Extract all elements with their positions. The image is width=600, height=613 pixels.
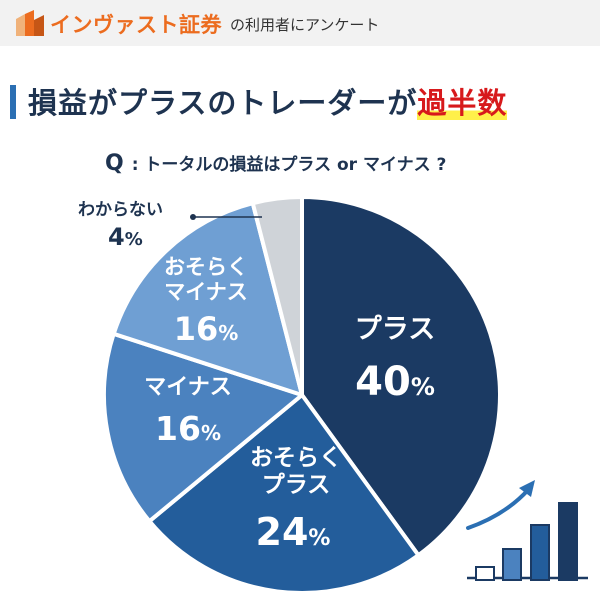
- slice-value-minus: 16%: [155, 409, 221, 448]
- pie-slice-3: [111, 201, 304, 397]
- slice-name-probably-minus-line1: おそらく: [164, 255, 248, 279]
- slice-name-probably-minus-line2: マイナス: [164, 280, 248, 304]
- pie-slices: [102, 195, 502, 595]
- slice-name-probably-plus-line1: おそらく: [250, 445, 342, 471]
- growth-bar-2: [530, 524, 550, 581]
- slice-label-probably-plus: おそらく プラス 24%: [250, 445, 342, 554]
- growth-bar-1: [502, 548, 522, 581]
- slice-label-plus: プラス 40%: [355, 314, 435, 405]
- growth-bar-3: [558, 502, 578, 581]
- brand-name: インヴァスト証券: [50, 13, 222, 37]
- pie-slice-0: [300, 195, 502, 558]
- page-title-highlight: 過半数: [417, 86, 508, 120]
- invast-logo-icon: [16, 10, 44, 36]
- growth-arrowhead-icon: [519, 480, 535, 497]
- slice-value-probably-plus: 24%: [256, 510, 331, 554]
- slice-value-probably-minus: 16%: [174, 310, 239, 348]
- page-title-text: 損益がプラスのトレーダーが: [28, 86, 418, 120]
- header-subtitle: の利用者にアンケート: [230, 16, 380, 34]
- slice-label-minus: マイナス 16%: [144, 375, 232, 448]
- growth-arrow-icon: [466, 488, 530, 530]
- pie-slice-1: [147, 393, 421, 595]
- slice-name-minus: マイナス: [144, 375, 232, 400]
- survey-question: Q : トータルの損益はプラス or マイナス ?: [105, 150, 446, 176]
- slice-name-probably-plus-line2: プラス: [262, 472, 331, 498]
- page-title: 損益がプラスのトレーダーが過半数: [28, 80, 508, 122]
- slice-name-unknown: わからない: [78, 200, 163, 220]
- header: インヴァスト証券 の利用者にアンケート: [0, 0, 600, 46]
- slice-value-unknown: 4%: [108, 223, 143, 251]
- question-text: : トータルの損益はプラス or マイナス ?: [131, 155, 447, 175]
- question-marker: Q: [105, 151, 124, 176]
- slice-label-unknown: わからない 4%: [78, 200, 163, 251]
- growth-bar-0: [475, 566, 495, 581]
- pie-slice-4: [250, 195, 304, 397]
- leader-line: [190, 214, 262, 220]
- slice-label-probably-minus: おそらく マイナス 16%: [164, 255, 248, 348]
- growth-bars-icon: [466, 480, 588, 581]
- title-accent-bar: [10, 85, 16, 119]
- slice-value-plus: 40%: [355, 359, 435, 405]
- slice-name-plus: プラス: [355, 314, 435, 345]
